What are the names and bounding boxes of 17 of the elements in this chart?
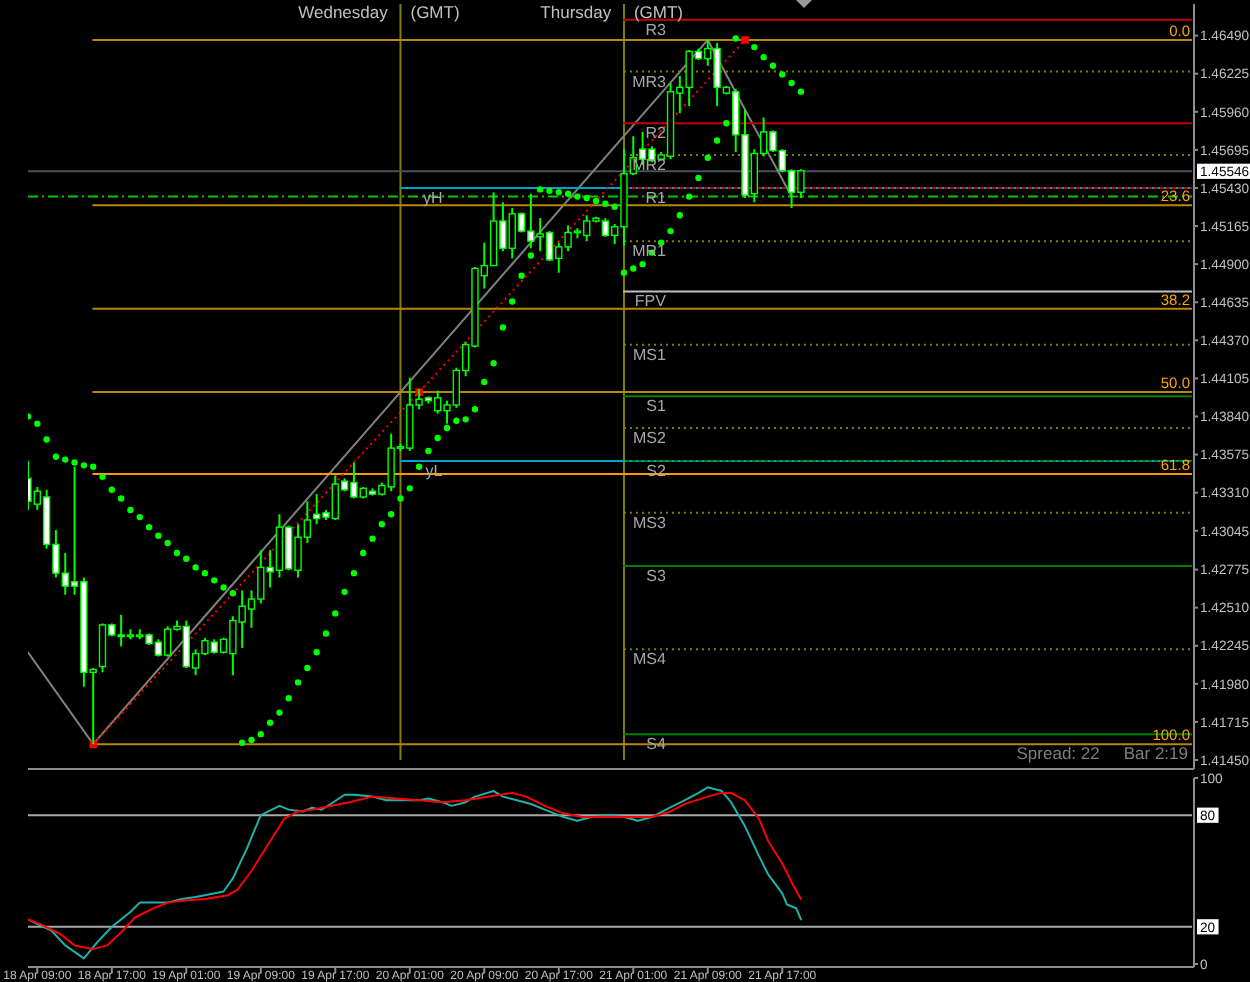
series-label: S3 xyxy=(646,566,668,585)
series-label: R2 xyxy=(645,124,668,143)
series-label: MS4 xyxy=(633,650,668,669)
series-label: MS2 xyxy=(633,428,668,447)
text: Wednesday (GMT) xyxy=(298,2,460,22)
point xyxy=(741,36,749,44)
annotation: Bar 2:19 xyxy=(1123,743,1189,763)
series-label: R3 xyxy=(645,20,668,39)
annotation: Spread: 22 xyxy=(1016,743,1101,763)
text: Thursday (GMT) xyxy=(540,2,684,22)
series-label: FPV xyxy=(634,292,668,311)
series-label: MS3 xyxy=(633,513,668,532)
series-label: S1 xyxy=(646,397,668,416)
series-label: yH xyxy=(422,188,443,207)
series-label: MR1 xyxy=(632,242,668,261)
series-label: MS1 xyxy=(633,345,668,364)
series-label: MR3 xyxy=(632,72,668,91)
